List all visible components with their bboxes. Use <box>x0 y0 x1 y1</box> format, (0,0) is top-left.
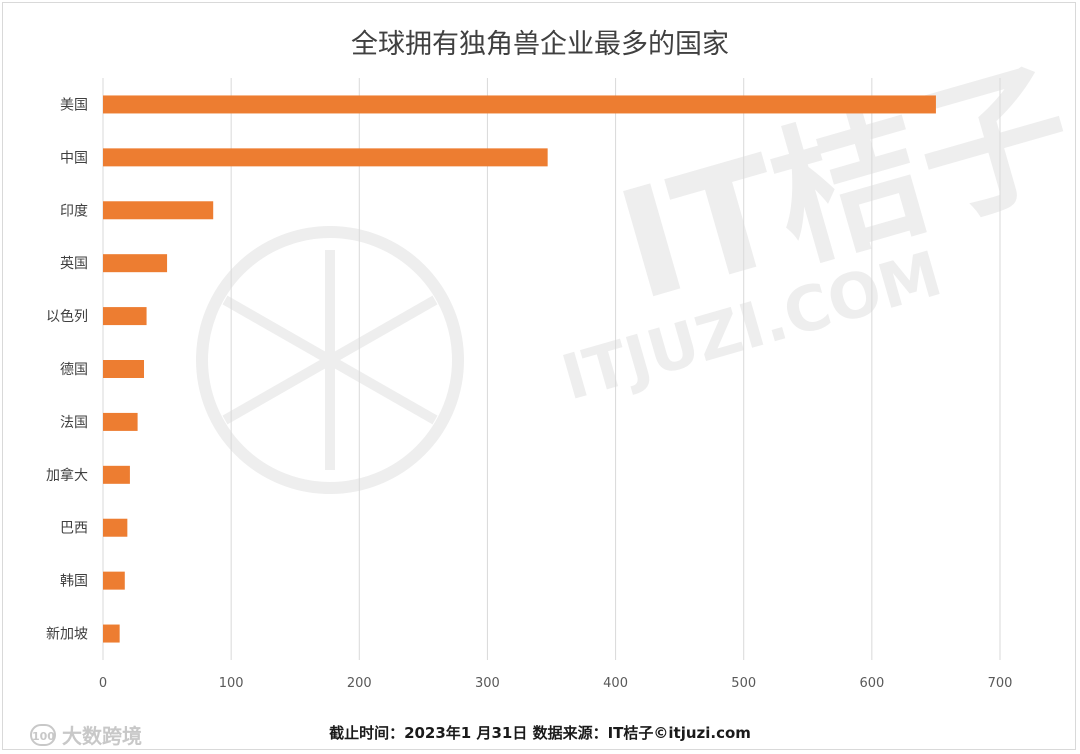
category-label: 德国 <box>60 362 88 378</box>
category-label: 印度 <box>60 203 88 219</box>
brand-name: 大数跨境 <box>62 724 142 748</box>
category-label: 法国 <box>60 415 88 431</box>
x-tick-label: 500 <box>731 676 756 691</box>
x-tick-label: 0 <box>99 676 107 691</box>
brand-badge-icon: 100 <box>30 723 56 746</box>
bar-0 <box>103 95 936 114</box>
x-tick-label: 200 <box>347 676 372 691</box>
x-tick-label: 600 <box>859 676 884 691</box>
grid-lines <box>102 78 1001 660</box>
watermark-orange-logo <box>196 226 464 494</box>
bar-1 <box>103 148 548 167</box>
category-label: 以色列 <box>46 308 88 325</box>
x-tick-label: 400 <box>603 676 628 691</box>
bar-2 <box>103 201 214 220</box>
bar-10 <box>103 624 120 643</box>
x-tick-label: 100 <box>219 676 244 691</box>
x-tick-label: 300 <box>475 676 500 691</box>
chart-title: 全球拥有独角兽企业最多的国家 <box>351 29 729 60</box>
bars <box>103 95 936 643</box>
bar-3 <box>103 254 168 273</box>
category-label: 加拿大 <box>46 467 88 484</box>
source-footnote: 截止时间：2023年1 月31日 数据来源：IT桔子©itjuzi.com <box>329 724 751 742</box>
bar-8 <box>103 518 128 537</box>
bar-5 <box>103 360 145 378</box>
bar-7 <box>103 465 130 484</box>
bar-4 <box>103 307 147 326</box>
category-label: 韩国 <box>60 574 88 590</box>
x-tick-label: 700 <box>988 676 1013 691</box>
x-tick-labels: 0 100 200 300 400 500 600 700 <box>99 676 1013 691</box>
category-label: 英国 <box>60 255 88 272</box>
bar-6 <box>103 412 138 431</box>
category-label: 美国 <box>60 97 88 113</box>
brand-watermark: 100 大数跨境 <box>30 720 142 749</box>
category-label: 巴西 <box>60 521 88 537</box>
category-label: 中国 <box>60 150 88 166</box>
category-label: 新加坡 <box>46 627 88 643</box>
bar-9 <box>103 571 125 590</box>
